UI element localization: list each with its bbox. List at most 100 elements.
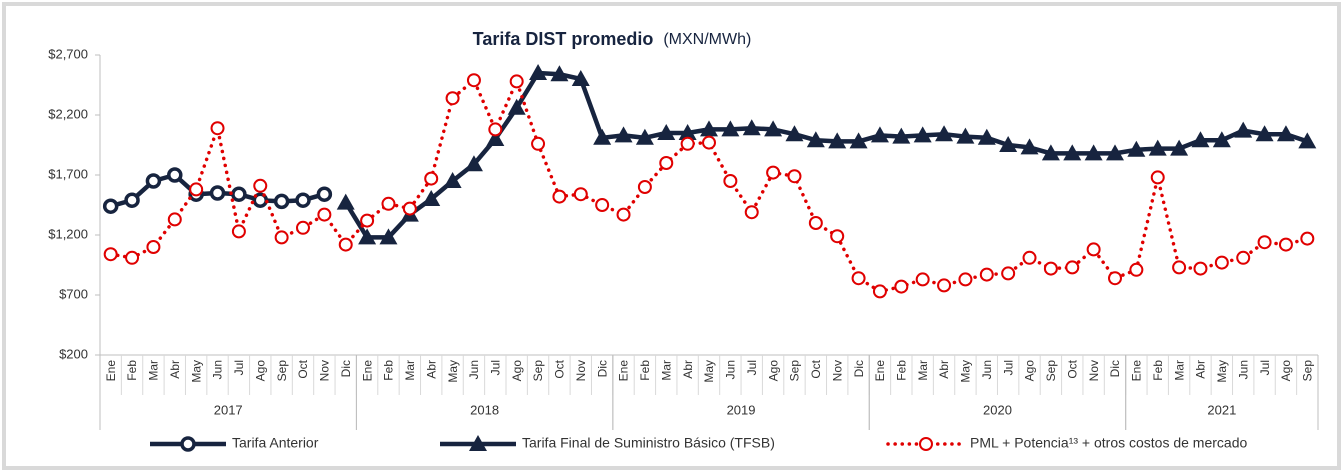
marker [167, 212, 182, 227]
marker [253, 178, 268, 193]
x-tick-label: Jul [1258, 360, 1272, 375]
x-tick-label: Dic [1108, 360, 1122, 377]
marker [872, 284, 887, 299]
marker [189, 182, 204, 197]
marker [915, 272, 930, 287]
marker [145, 173, 162, 189]
marker [657, 124, 676, 140]
legend-label: PML + Potencia¹³ + otros costos de merca… [970, 435, 1247, 451]
x-tick-label: Oct [809, 359, 823, 378]
x-tick-label: Sep [275, 360, 289, 382]
x-tick-label: Jun [1236, 360, 1250, 379]
marker [1001, 266, 1016, 281]
legend-label: Tarifa Anterior [232, 435, 319, 451]
x-tick-label: Dic [852, 360, 866, 377]
marker [1065, 260, 1080, 275]
x-tick-label: May [189, 360, 203, 383]
y-tick-label: $1,200 [48, 226, 88, 241]
marker [1300, 231, 1315, 246]
marker [507, 98, 526, 115]
x-tick-label: Nov [830, 360, 844, 381]
marker [979, 267, 994, 282]
marker [1278, 237, 1293, 252]
marker [381, 196, 396, 211]
x-tick-label: Sep [788, 360, 802, 382]
marker [785, 125, 804, 142]
x-tick-label: Mar [916, 360, 930, 381]
marker [1129, 262, 1144, 277]
marker [210, 121, 225, 136]
x-tick-label: Nov [318, 360, 332, 381]
x-tick-label: Nov [574, 360, 588, 381]
marker [124, 192, 140, 208]
marker [828, 132, 847, 149]
marker [764, 120, 783, 137]
x-tick-label: Feb [125, 360, 139, 381]
marker [616, 207, 631, 222]
marker [913, 126, 932, 143]
marker [977, 128, 996, 145]
marker [317, 207, 332, 222]
x-tick-label: Sep [531, 360, 545, 382]
marker [1150, 170, 1165, 185]
x-tick-label: Mar [147, 360, 161, 381]
marker [486, 130, 505, 146]
marker [1020, 138, 1039, 155]
marker [1127, 140, 1146, 157]
x-tick-label: Mar [659, 360, 673, 381]
marker [379, 228, 398, 245]
x-tick-label: Ago [1279, 360, 1293, 382]
marker [424, 171, 439, 186]
marker [958, 272, 973, 287]
marker [1043, 261, 1058, 276]
x-tick-label: Feb [894, 360, 908, 381]
marker [529, 64, 548, 80]
legend-marker [469, 435, 487, 451]
x-tick-label: Ene [617, 360, 631, 382]
x-tick-label: Jul [232, 360, 246, 375]
marker [593, 128, 612, 145]
marker [571, 70, 590, 86]
x-tick-label: Ene [360, 360, 374, 382]
marker [937, 278, 952, 293]
marker [1298, 132, 1317, 149]
marker [445, 91, 460, 106]
marker [678, 124, 697, 140]
x-tick-label: Jun [980, 360, 994, 379]
y-tick-label: $1,700 [48, 166, 88, 181]
marker [336, 193, 355, 210]
marker [1108, 271, 1122, 286]
marker [550, 65, 569, 82]
marker [721, 120, 740, 137]
x-tick-label: Mar [1172, 360, 1186, 381]
x-tick-label: May [959, 360, 973, 383]
marker [146, 240, 161, 254]
chart-title-group: Tarifa DIST promedio (MXN/MWh) [473, 29, 752, 49]
marker [125, 250, 140, 265]
x-group-label: 2019 [727, 402, 756, 417]
marker [595, 198, 610, 212]
x-tick-label: Ene [1130, 360, 1144, 382]
x-group-label: 2017 [214, 402, 243, 417]
x-tick-label: Feb [638, 360, 652, 381]
marker [808, 216, 823, 230]
marker [742, 119, 761, 136]
marker [358, 228, 377, 245]
marker [402, 201, 417, 216]
legend-marker [919, 437, 933, 451]
marker [614, 126, 633, 143]
marker [1106, 144, 1124, 161]
x-tick-label: Dic [595, 360, 609, 377]
x-tick-label: Abr [424, 360, 438, 379]
marker [700, 120, 718, 137]
marker [1236, 250, 1251, 265]
x-tick-label: Ago [253, 360, 267, 382]
x-tick-label: Oct [296, 359, 310, 378]
marker [849, 132, 868, 149]
x-tick-label: Sep [1300, 360, 1314, 382]
marker [102, 198, 119, 214]
marker [1084, 144, 1103, 161]
x-tick-label: Oct [553, 359, 567, 378]
x-tick-label: Ago [1023, 360, 1037, 382]
